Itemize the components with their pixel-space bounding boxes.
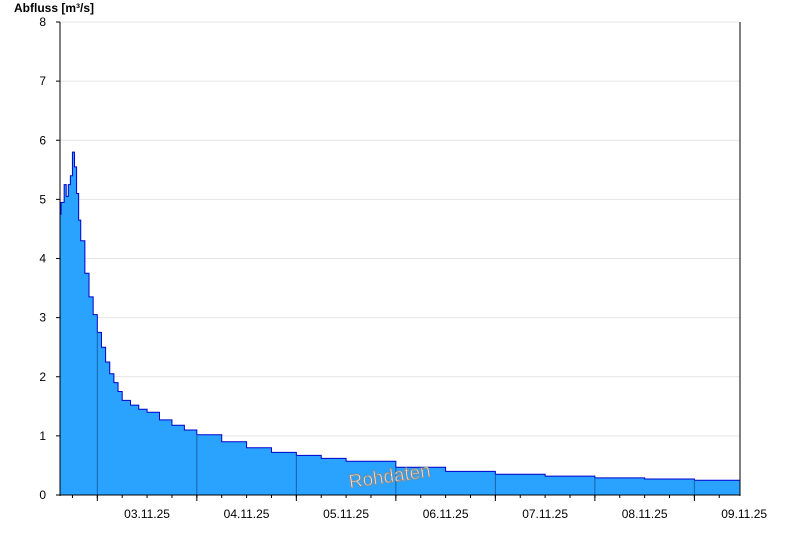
day-separators [96, 332, 695, 495]
y-tick-label: 6 [39, 133, 46, 147]
x-tick-label: 07.11.25 [522, 507, 568, 521]
discharge-area [60, 152, 740, 495]
y-axis-label: Abfluss [m³/s] [14, 1, 95, 15]
x-tick-label: 08.11.25 [622, 507, 668, 521]
x-tick-label: 06.11.25 [423, 507, 469, 521]
x-tick-label: 09.11.25 [721, 507, 767, 521]
x-tick-label: 03.11.25 [124, 507, 170, 521]
y-tick-label: 4 [39, 252, 46, 266]
discharge-line [60, 151, 741, 482]
y-tick-label: 8 [39, 15, 46, 29]
gridlines [60, 21, 740, 437]
x-tick-label: 05.11.25 [323, 507, 369, 521]
y-tick-label: 3 [39, 311, 46, 325]
y-tick-label: 2 [39, 370, 46, 384]
y-tick-label: 1 [39, 429, 46, 443]
x-ticks: 03.11.25 04.11.25 05.11.25 06.11.25 07.11.25… [71, 495, 767, 521]
y-ticks: 0 1 2 3 4 5 6 7 8 [39, 15, 60, 502]
y-tick-label: 5 [39, 192, 46, 206]
y-tick-label: 0 [39, 488, 46, 502]
x-tick-label: 04.11.25 [224, 507, 270, 521]
y-tick-label: 7 [39, 74, 46, 88]
